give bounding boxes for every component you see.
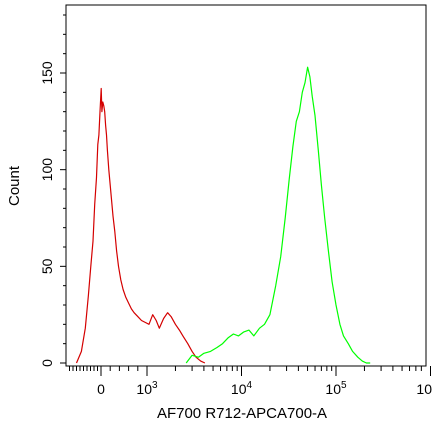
- plot-frame: [65, 4, 427, 367]
- histogram-series-2: [185, 66, 371, 364]
- y-axis-label: Count: [6, 165, 23, 206]
- y-tick-label: 150: [39, 61, 55, 85]
- x-tick-label: 104: [231, 380, 253, 397]
- x-tick-label: 103: [136, 380, 158, 397]
- x-axis-label: AF700 R712-APCA700-A: [157, 405, 327, 422]
- histogram-series-1: [75, 87, 206, 364]
- x-tick-label: 10: [416, 381, 432, 397]
- plot-border: [65, 4, 427, 367]
- x-tick-label: 0: [97, 381, 105, 397]
- y-tick-label: 100: [39, 158, 55, 182]
- x-axis: 0 103 104 105 10: [69, 366, 432, 397]
- series-layer: [75, 66, 371, 364]
- y-tick-label: 50: [39, 258, 55, 274]
- y-tick-label: 0: [39, 359, 55, 367]
- x-tick-label: 105: [325, 380, 347, 397]
- y-axis: 0 50 100 150: [39, 14, 66, 367]
